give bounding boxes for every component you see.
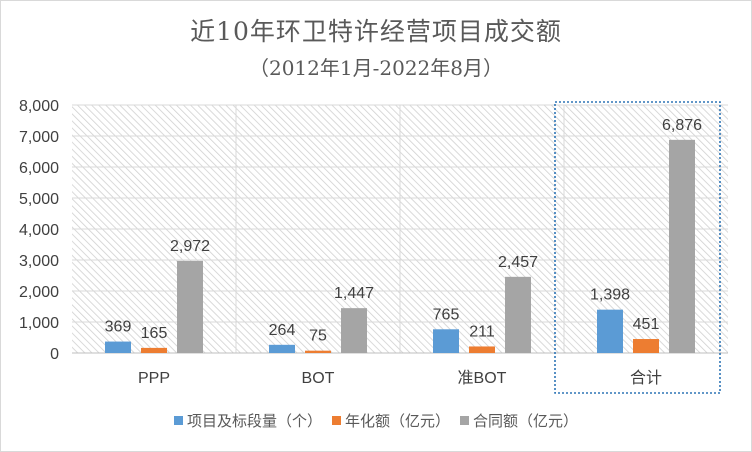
bar: [105, 341, 131, 353]
y-tick-label: 5,000: [19, 191, 59, 208]
bar: [269, 344, 295, 353]
legend-swatch: [460, 416, 469, 425]
data-label: 451: [633, 316, 660, 333]
y-tick-label: 2,000: [19, 284, 59, 301]
bar: [341, 308, 367, 353]
x-tick-label: PPP: [138, 370, 170, 387]
chart-title: 近10年环卫特许经营项目成交额: [190, 17, 562, 46]
legend-item: 合同额（亿元）: [460, 410, 578, 431]
y-tick-label: 7,000: [19, 129, 59, 146]
bar: [433, 329, 459, 353]
bar: [469, 346, 495, 353]
legend-swatch: [173, 416, 183, 425]
data-label: 765: [433, 306, 460, 323]
data-label: 6,876: [662, 117, 702, 134]
legend-item: 年化额（亿元）: [331, 410, 450, 431]
bar: [305, 350, 331, 353]
data-label: 2,972: [170, 238, 210, 255]
legend-item: 项目及标段量（个）: [173, 410, 322, 431]
legend-label: 合同额（亿元）: [473, 412, 579, 430]
y-tick-label: 0: [50, 346, 59, 363]
data-label: 264: [269, 322, 296, 339]
y-tick-label: 6,000: [19, 160, 59, 177]
chart-subtitle: （2012年1月-2022年8月）: [248, 56, 503, 80]
data-label: 1,447: [334, 285, 374, 302]
legend-swatch: [331, 416, 341, 425]
data-label: 1,398: [590, 287, 630, 304]
data-label: 75: [309, 328, 327, 345]
y-tick-label: 3,000: [19, 253, 59, 270]
legend-label: 项目及标段量（个）: [186, 412, 322, 430]
bar: [177, 260, 203, 353]
x-tick-label: 准BOT: [458, 369, 507, 387]
y-tick-label: 4,000: [19, 222, 59, 239]
x-tick-label: 合计: [630, 369, 662, 387]
x-tick-label: BOT: [302, 370, 335, 387]
bar: [669, 139, 695, 353]
data-label: 2,457: [498, 254, 538, 271]
legend-label: 年化额（亿元）: [344, 412, 450, 430]
bar: [633, 339, 659, 353]
data-label: 211: [469, 323, 495, 340]
legend: 项目及标段量（个） 年化额（亿元） 合同额（亿元）: [0, 410, 752, 431]
data-label: 165: [141, 325, 168, 342]
y-tick-label: 8,000: [19, 98, 59, 115]
y-tick-label: 1,000: [19, 315, 59, 332]
data-label: 369: [105, 319, 132, 336]
bar: [141, 347, 167, 353]
bar: [597, 309, 623, 353]
bar: [505, 276, 531, 353]
